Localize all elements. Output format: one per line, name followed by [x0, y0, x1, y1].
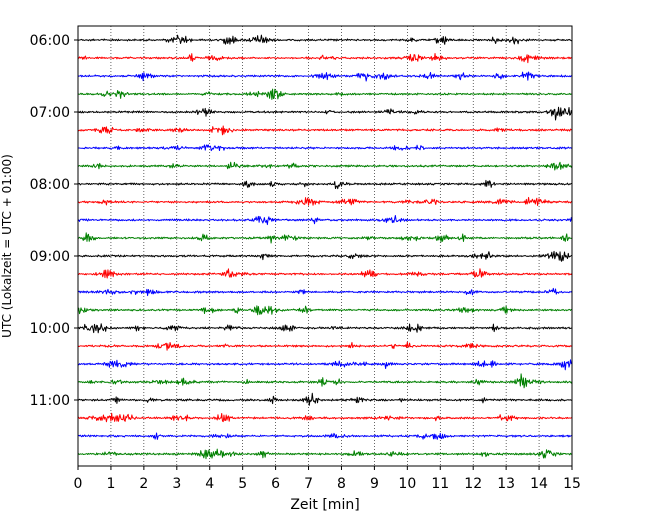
trace-line: [77, 250, 573, 262]
trace-line: [77, 161, 573, 171]
y-tick-label: 11:00: [30, 393, 70, 409]
x-tick-label: 8: [337, 476, 346, 492]
y-tick-label: 08:00: [30, 177, 70, 193]
x-tick-label: 2: [139, 476, 148, 492]
grid-layer: [110, 26, 540, 466]
trace-line: [77, 268, 573, 279]
x-tick-label: 10: [398, 476, 416, 492]
trace-line: [77, 88, 573, 100]
trace-line: [77, 71, 573, 82]
trace-line: [77, 106, 573, 121]
plot-frame: [77, 25, 573, 467]
y-ticks-layer: 06:00 07:00 08:00 09:00 10:00 11:00: [30, 33, 78, 409]
trace-line: [77, 359, 573, 371]
trace-line: [77, 448, 573, 460]
trace-line: [77, 287, 573, 297]
x-tick-label: 15: [563, 476, 581, 492]
x-tick-label: 12: [464, 476, 482, 492]
trace-line: [77, 125, 573, 136]
y-tick-label: 09:00: [30, 249, 70, 265]
x-tick-label: 1: [106, 476, 115, 492]
x-tick-label: 14: [530, 476, 548, 492]
x-tick-label: 3: [172, 476, 181, 492]
x-ticks-layer: 0 1 2 3 4 5 6 7 8 9 10 11 12 13 14 15: [74, 466, 581, 492]
trace-line: [77, 392, 573, 406]
trace-line: [77, 214, 573, 226]
trace-line: [77, 412, 573, 423]
trace-line: [77, 34, 573, 45]
x-axis-label: Zeit [min]: [290, 497, 359, 513]
traces-layer: [77, 34, 573, 460]
x-tick-label: 9: [370, 476, 379, 492]
x-tick-label: 6: [271, 476, 280, 492]
trace-line: [77, 432, 573, 440]
x-tick-label: 0: [74, 476, 83, 492]
y-tick-label: 10:00: [30, 321, 70, 337]
trace-line: [77, 144, 573, 152]
x-tick-label: 7: [304, 476, 313, 492]
trace-line: [77, 305, 573, 316]
trace-line: [77, 53, 573, 64]
trace-line: [77, 373, 573, 389]
trace-line: [77, 341, 573, 351]
y-tick-label: 06:00: [30, 33, 70, 49]
trace-line: [77, 232, 573, 244]
y-axis-label: UTC (Lokalzeit = UTC + 01:00): [0, 154, 14, 338]
trace-line: [77, 179, 573, 190]
x-tick-label: 4: [205, 476, 214, 492]
x-tick-label: 13: [497, 476, 515, 492]
trace-line: [77, 196, 573, 206]
y-tick-label: 07:00: [30, 105, 70, 121]
trace-line: [77, 323, 573, 334]
x-tick-label: 5: [238, 476, 247, 492]
x-tick-label: 11: [431, 476, 449, 492]
